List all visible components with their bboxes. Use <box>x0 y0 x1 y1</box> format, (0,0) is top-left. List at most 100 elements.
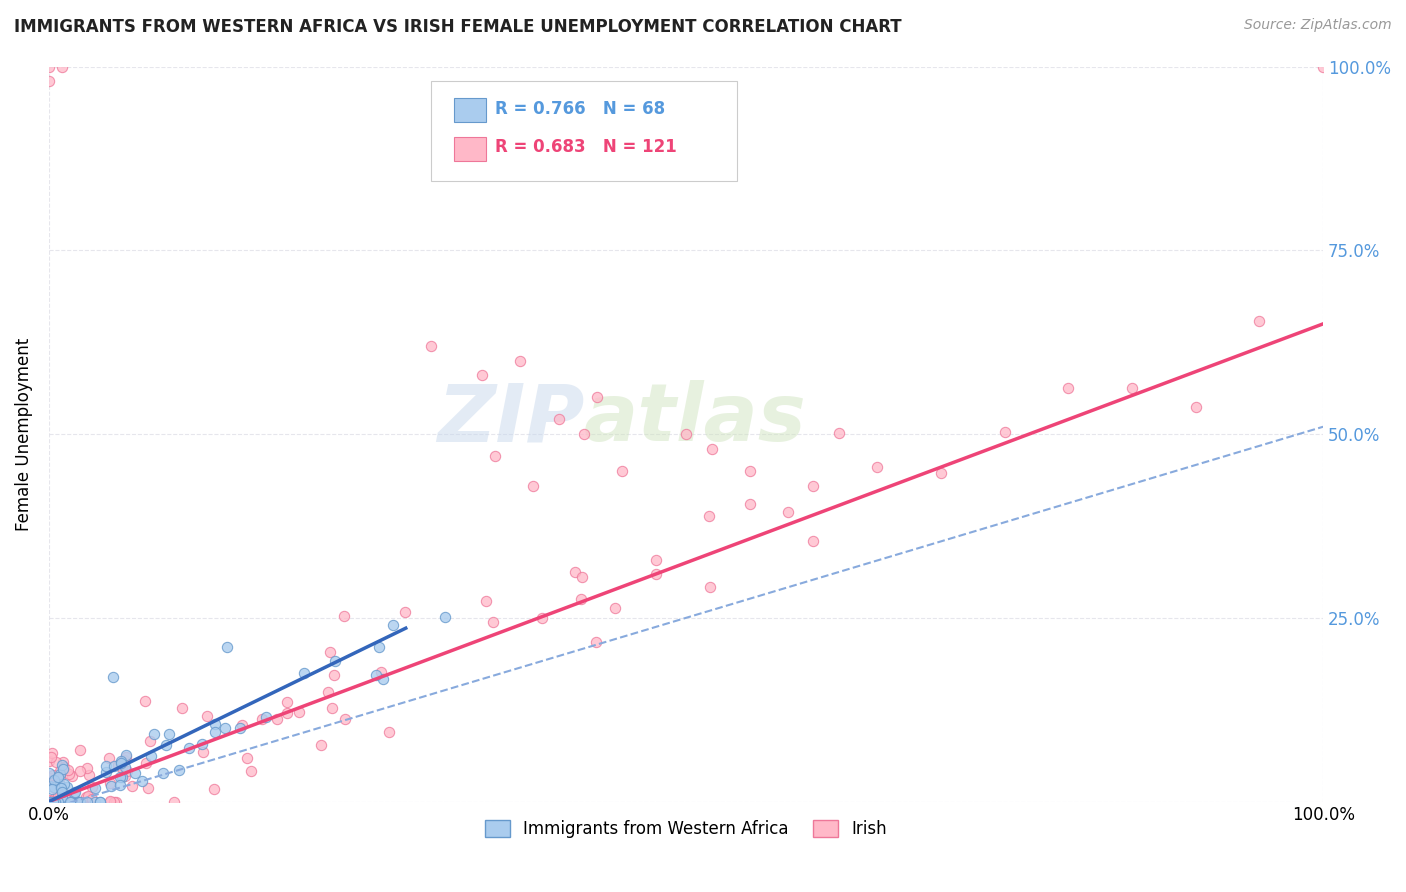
Point <box>159 727 181 741</box>
Point <box>522 478 544 492</box>
Point <box>51 785 73 799</box>
Point <box>38 795 60 809</box>
Point <box>471 368 494 383</box>
FancyBboxPatch shape <box>432 81 737 180</box>
Point <box>131 773 153 788</box>
Point <box>240 764 263 779</box>
Point <box>319 645 342 659</box>
Point <box>49 788 72 802</box>
Point <box>482 615 505 630</box>
Point <box>45 795 67 809</box>
Point <box>603 601 626 615</box>
Point <box>266 712 288 726</box>
Point <box>370 665 392 679</box>
Point <box>38 793 60 807</box>
Point <box>39 795 62 809</box>
Point <box>110 756 132 770</box>
Point <box>434 610 457 624</box>
Point <box>75 790 97 805</box>
Point <box>39 795 62 809</box>
Point <box>44 795 66 809</box>
Point <box>41 795 63 809</box>
Point <box>42 773 65 788</box>
Point <box>866 459 889 474</box>
Point <box>59 795 82 809</box>
Text: IMMIGRANTS FROM WESTERN AFRICA VS IRISH FEMALE UNEMPLOYMENT CORRELATION CHART: IMMIGRANTS FROM WESTERN AFRICA VS IRISH … <box>14 18 901 36</box>
Point <box>46 770 69 784</box>
Point <box>83 781 105 796</box>
Text: ZIP: ZIP <box>437 380 583 458</box>
Point <box>100 780 122 794</box>
Point <box>39 795 62 809</box>
Point <box>112 753 135 767</box>
Text: atlas: atlas <box>583 380 807 458</box>
Point <box>38 754 60 768</box>
Point <box>111 770 134 784</box>
Point <box>776 505 799 519</box>
Point <box>42 794 65 808</box>
Point <box>41 781 63 796</box>
Point <box>316 685 339 699</box>
Point <box>76 795 98 809</box>
Point <box>193 745 215 759</box>
Point <box>49 767 72 781</box>
Point <box>292 666 315 681</box>
Point <box>382 617 405 632</box>
Point <box>89 795 111 809</box>
Point <box>104 795 127 809</box>
Point <box>42 795 65 809</box>
Point <box>586 390 609 404</box>
Point <box>585 635 607 649</box>
Point <box>82 780 104 794</box>
Point <box>96 764 118 779</box>
Point <box>52 795 75 809</box>
Point <box>394 605 416 619</box>
Point <box>42 775 65 789</box>
Point <box>321 700 343 714</box>
Point <box>699 580 721 594</box>
Point <box>44 795 66 809</box>
Point <box>195 709 218 723</box>
Point <box>42 795 65 809</box>
Point <box>49 764 72 779</box>
Point <box>45 795 67 809</box>
Point <box>572 427 595 442</box>
Point <box>41 746 63 760</box>
Point <box>644 553 666 567</box>
Point <box>803 478 825 492</box>
Point <box>98 793 121 807</box>
Point <box>51 758 73 772</box>
Point <box>1184 400 1206 414</box>
Point <box>191 737 214 751</box>
Point <box>484 449 506 463</box>
Point <box>98 751 121 765</box>
Point <box>60 769 83 783</box>
Point <box>254 710 277 724</box>
Point <box>250 713 273 727</box>
Point <box>42 792 65 806</box>
Point <box>217 640 239 655</box>
Point <box>84 795 107 809</box>
Text: R = 0.766   N = 68: R = 0.766 N = 68 <box>495 100 665 119</box>
Point <box>55 788 77 802</box>
Point <box>738 497 761 511</box>
Point <box>46 787 69 801</box>
Point <box>46 770 69 784</box>
Point <box>134 694 156 708</box>
Point <box>121 779 143 793</box>
Point <box>202 782 225 797</box>
Point <box>41 795 63 809</box>
Point <box>44 780 66 795</box>
Point <box>929 467 952 481</box>
Point <box>378 724 401 739</box>
Point <box>82 791 104 805</box>
Point <box>172 701 194 715</box>
Point <box>276 706 298 720</box>
Point <box>547 412 569 426</box>
Point <box>55 780 77 795</box>
Point <box>107 758 129 772</box>
Point <box>49 778 72 792</box>
Point <box>229 721 252 735</box>
Point <box>44 780 66 795</box>
Point <box>371 672 394 686</box>
